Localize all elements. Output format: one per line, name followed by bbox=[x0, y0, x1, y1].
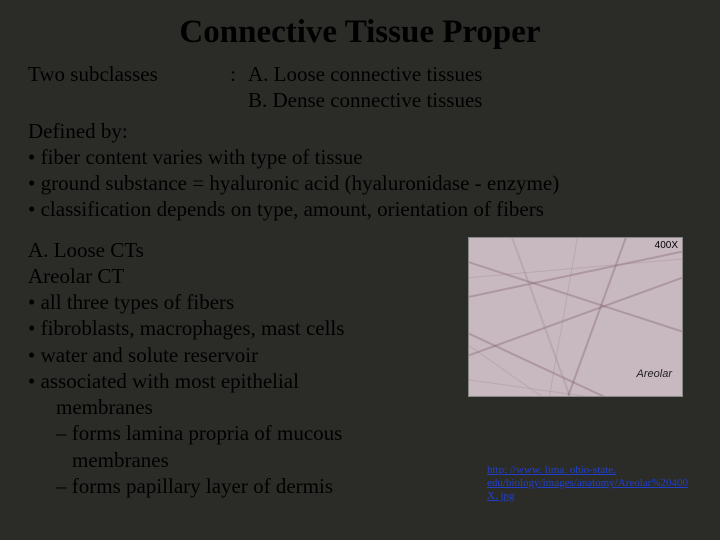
loose-sub-1b: membranes bbox=[28, 447, 418, 473]
loose-bullet-1: • all three types of fibers bbox=[28, 289, 418, 315]
defined-bullet-2: • ground substance = hyaluronic acid (hy… bbox=[28, 170, 700, 196]
loose-ct-block: A. Loose CTs Areolar CT • all three type… bbox=[28, 237, 428, 500]
image-magnification: 400X bbox=[655, 240, 678, 253]
defined-heading: Defined by: bbox=[28, 118, 700, 144]
loose-sub-1a: – forms lamina propria of mucous bbox=[28, 420, 418, 446]
defined-bullet-3: • classification depends on type, amount… bbox=[28, 196, 700, 222]
defined-block: Defined by: • fiber content varies with … bbox=[28, 118, 700, 223]
lower-block: A. Loose CTs Areolar CT • all three type… bbox=[28, 237, 700, 500]
loose-subheading: Areolar CT bbox=[28, 263, 418, 289]
image-label: Areolar bbox=[637, 368, 672, 382]
content-block: Two subclasses : A. Loose connective tis… bbox=[0, 61, 720, 499]
loose-bullet-3: • water and solute reservoir bbox=[28, 342, 418, 368]
defined-bullet-1: • fiber content varies with type of tiss… bbox=[28, 144, 700, 170]
loose-bullet-2: • fibroblasts, macrophages, mast cells bbox=[28, 315, 418, 341]
loose-bullet-4a: • associated with most epithelial bbox=[28, 368, 418, 394]
subclass-a: A. Loose connective tissues bbox=[248, 61, 482, 87]
subclasses-row: Two subclasses : A. Loose connective tis… bbox=[28, 61, 700, 87]
subclasses-colon: : bbox=[218, 61, 248, 87]
loose-bullet-4b: membranes bbox=[28, 394, 418, 420]
areolar-image: 400X Areolar bbox=[468, 237, 683, 397]
subclass-b: B. Dense connective tissues bbox=[28, 87, 700, 113]
image-caption-link[interactable]: http: //www. lima. ohio-state. edu/biolo… bbox=[487, 464, 682, 504]
subclasses-label: Two subclasses bbox=[28, 61, 218, 87]
page-title: Connective Tissue Proper bbox=[0, 0, 720, 61]
loose-sub-2a: – forms papillary layer of dermis bbox=[28, 473, 418, 499]
loose-heading: A. Loose CTs bbox=[28, 237, 418, 263]
